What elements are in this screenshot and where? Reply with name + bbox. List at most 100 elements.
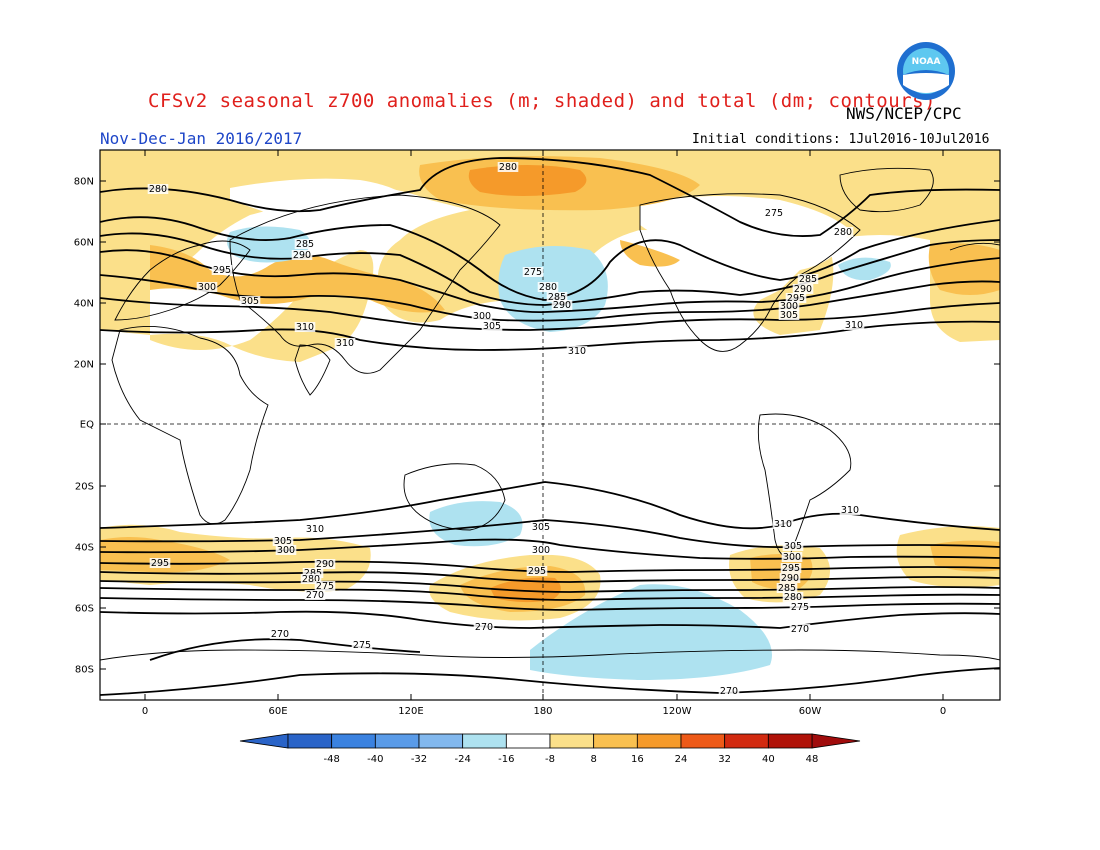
contour-label-bg	[551, 300, 573, 310]
greenland-outline	[839, 167, 934, 213]
contour-label-bg	[772, 519, 794, 529]
contour-label-bg	[272, 536, 294, 546]
positive-anomaly-atlantic	[928, 243, 1000, 295]
longitude-axis: 0 60E 120E 180 120W 60W 0	[142, 150, 946, 717]
contour-label: 310	[306, 524, 324, 535]
contour-label: 295	[528, 566, 546, 577]
contour-label-group: 2802802852902953003053103102752802852903…	[147, 162, 865, 697]
negative-anomaly-hudson	[838, 257, 891, 281]
contour-label-bg	[294, 239, 316, 249]
colorbar-label: -40	[367, 754, 383, 765]
contour-label: 280	[539, 282, 557, 293]
contour-south-305	[100, 519, 1000, 548]
contour-south-295	[100, 560, 1000, 573]
colorbar-label: 40	[762, 754, 775, 765]
contour-label: 275	[765, 208, 783, 219]
colorbar-segment	[462, 733, 507, 749]
lon-label: 60W	[799, 706, 822, 717]
contour-label: 310	[296, 322, 314, 333]
lat-label: 40S	[75, 543, 94, 554]
contour-label-bg	[526, 566, 548, 576]
africa-outline	[111, 326, 269, 525]
contour-label-bg	[530, 545, 552, 555]
contour-label: 305	[483, 321, 501, 332]
latitude-axis: 80N 60N 40N 20N EQ 20S 40S 60S 80S	[74, 177, 1000, 676]
contour-label-bg	[211, 265, 233, 275]
contour-north-285	[100, 216, 1000, 301]
lat-label: 60N	[74, 238, 94, 249]
contour-label-bg	[718, 686, 740, 696]
contour-label-bg	[776, 583, 798, 593]
contour-label: 310	[568, 346, 586, 357]
contour-label-bg	[522, 267, 544, 277]
contour-label-bg	[196, 282, 218, 292]
contour-label-bg	[300, 574, 322, 584]
contour-label-bg	[149, 558, 171, 568]
positive-anomaly-south-east-orange	[930, 540, 1000, 572]
contour-label-bg	[797, 274, 819, 284]
colorbar-label: 32	[718, 754, 731, 765]
contour-label: 305	[780, 310, 798, 321]
contour-south-280	[100, 587, 1000, 601]
contour-label-bg	[566, 346, 588, 356]
lat-label: 40N	[74, 299, 94, 310]
noaa-logo-icon: NOAA	[897, 42, 955, 100]
contour-label-bg	[147, 184, 169, 194]
lon-label: 0	[142, 706, 148, 717]
contour-label: 300	[277, 545, 295, 556]
contour-label-bg	[843, 320, 865, 330]
contour-label-bg	[780, 563, 802, 573]
contour-label: 305	[274, 536, 292, 547]
contour-label: 300	[780, 301, 798, 312]
contour-label-bg	[334, 338, 356, 348]
contour-label-bg	[471, 311, 493, 321]
india-outline	[294, 344, 331, 396]
colorbar-segment	[287, 733, 333, 749]
south-america-outline	[757, 413, 852, 557]
contour-label: 295	[151, 558, 169, 569]
contour-label: 300	[783, 552, 801, 563]
colorbar-label: -48	[323, 754, 339, 765]
contour-antarctic-270	[100, 667, 1000, 696]
colorbar-label: -24	[454, 754, 470, 765]
contour-label: 285	[778, 583, 796, 594]
contour-label: 310	[774, 519, 792, 530]
contour-label-bg	[275, 545, 297, 555]
colorbar-label: 16	[631, 754, 644, 765]
contour-label-bg	[782, 592, 804, 602]
lat-label: 60S	[75, 604, 94, 615]
colorbar-label: -8	[545, 754, 555, 765]
colorbar-segment	[549, 733, 595, 749]
contour-label: 285	[296, 239, 314, 250]
contour-south-270	[100, 610, 1000, 629]
colorbar-segment	[593, 733, 638, 749]
contour-label: 275	[524, 267, 542, 278]
north-america-east-outline	[949, 242, 1000, 251]
colorbar-segment	[505, 733, 551, 749]
contour-label-bg	[314, 581, 336, 591]
lon-label: 120E	[398, 706, 423, 717]
contour-label-bg	[785, 293, 807, 303]
negative-anomaly-australia-south	[429, 501, 523, 547]
map-title: CFSv2 seasonal z700 anomalies (m; shaded…	[148, 90, 936, 112]
colorbar-segment	[374, 733, 420, 749]
colorbar: -48 -40 -32 -24 -16 -8 8 16 24 32 40 48	[239, 733, 861, 765]
australia-outline	[403, 463, 506, 531]
contour-antarctic-275	[149, 638, 421, 661]
contour-north-305	[100, 297, 1000, 331]
forecast-period: Nov-Dec-Jan 2016/2017	[100, 129, 303, 148]
contour-label: 280	[834, 227, 852, 238]
positive-anomaly-south-pacific-core	[490, 577, 561, 603]
contour-label: 285	[304, 568, 322, 579]
contour-label: 305	[784, 541, 802, 552]
contour-label-bg	[497, 162, 519, 172]
lat-label: 20N	[74, 360, 94, 371]
contour-label-bg	[839, 505, 861, 515]
contour-label-bg	[530, 522, 552, 532]
colorbar-max-arrow	[811, 733, 861, 749]
contour-label-bg	[782, 541, 804, 551]
lon-label: 60E	[268, 706, 287, 717]
contour-label-bg	[763, 208, 785, 218]
antarctica-outline	[100, 649, 1000, 661]
